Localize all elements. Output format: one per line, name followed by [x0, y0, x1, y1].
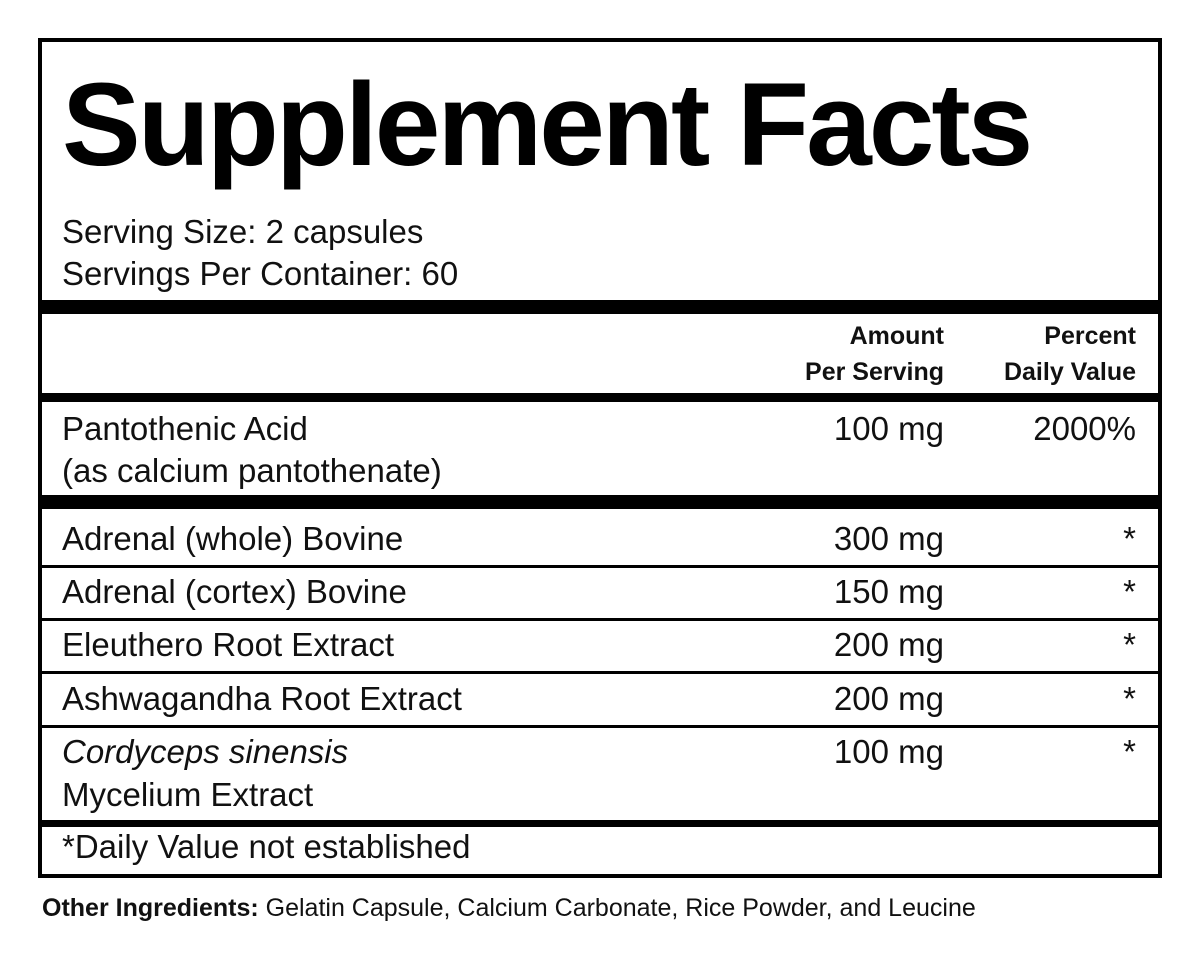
servings-per-container: Servings Per Container: 60	[62, 255, 459, 292]
row-divider	[42, 671, 1158, 674]
ingredient-name: Adrenal (cortex) Bovine	[62, 573, 407, 610]
ingredient-daily-value: *	[1123, 733, 1136, 770]
row-divider	[42, 618, 1158, 621]
dv-header-line1: Percent	[1044, 322, 1136, 350]
row-divider	[42, 725, 1158, 728]
dv-header-line2: Daily Value	[1003, 358, 1136, 386]
thick-divider	[42, 495, 1158, 509]
header-divider	[42, 393, 1158, 402]
amount-per-serving-header: Amount Per Serving	[805, 318, 944, 390]
ingredient-amount: 150 mg	[833, 573, 944, 610]
row-divider	[42, 565, 1158, 568]
ingredient-amount: 100 mg	[833, 410, 944, 447]
ingredient-daily-value: *	[1123, 573, 1136, 610]
ingredient-name: Adrenal (whole) Bovine	[62, 520, 404, 557]
ingredient-daily-value: *	[1123, 520, 1136, 557]
footnote-divider	[42, 820, 1158, 827]
ingredient-amount: 200 mg	[833, 626, 944, 663]
panel-title: Supplement Facts	[62, 59, 1033, 191]
ingredient-daily-value: *	[1123, 626, 1136, 663]
ingredient-name-detail: (as calcium pantothenate)	[62, 452, 442, 489]
ingredient-name: Ashwagandha Root Extract	[62, 680, 462, 717]
thick-divider	[42, 300, 1158, 314]
ingredient-amount: 300 mg	[833, 520, 944, 557]
serving-size: Serving Size: 2 capsules	[62, 213, 424, 250]
amount-header-line2: Per Serving	[805, 358, 944, 386]
daily-value-header: Percent Daily Value	[1004, 318, 1136, 390]
other-ingredients: Other Ingredients: Gelatin Capsule, Calc…	[42, 896, 976, 921]
ingredient-name-detail: Mycelium Extract	[62, 776, 314, 813]
ingredient-name: Eleuthero Root Extract	[62, 626, 394, 663]
other-ingredients-text: Gelatin Capsule, Calcium Carbonate, Rice…	[258, 894, 976, 922]
ingredient-daily-value: *	[1123, 680, 1136, 717]
other-ingredients-label: Other Ingredients:	[42, 894, 259, 922]
ingredient-name: Pantothenic Acid	[62, 410, 308, 447]
ingredient-amount: 200 mg	[833, 680, 944, 717]
supplement-facts-panel: Supplement Facts Serving Size: 2 capsule…	[38, 38, 1162, 878]
ingredient-amount: 100 mg	[833, 733, 944, 770]
amount-header-line1: Amount	[849, 322, 944, 350]
ingredient-name: Cordyceps sinensis	[62, 733, 349, 770]
ingredient-daily-value: 2000%	[1033, 410, 1136, 447]
daily-value-footnote: *Daily Value not established	[62, 828, 471, 865]
